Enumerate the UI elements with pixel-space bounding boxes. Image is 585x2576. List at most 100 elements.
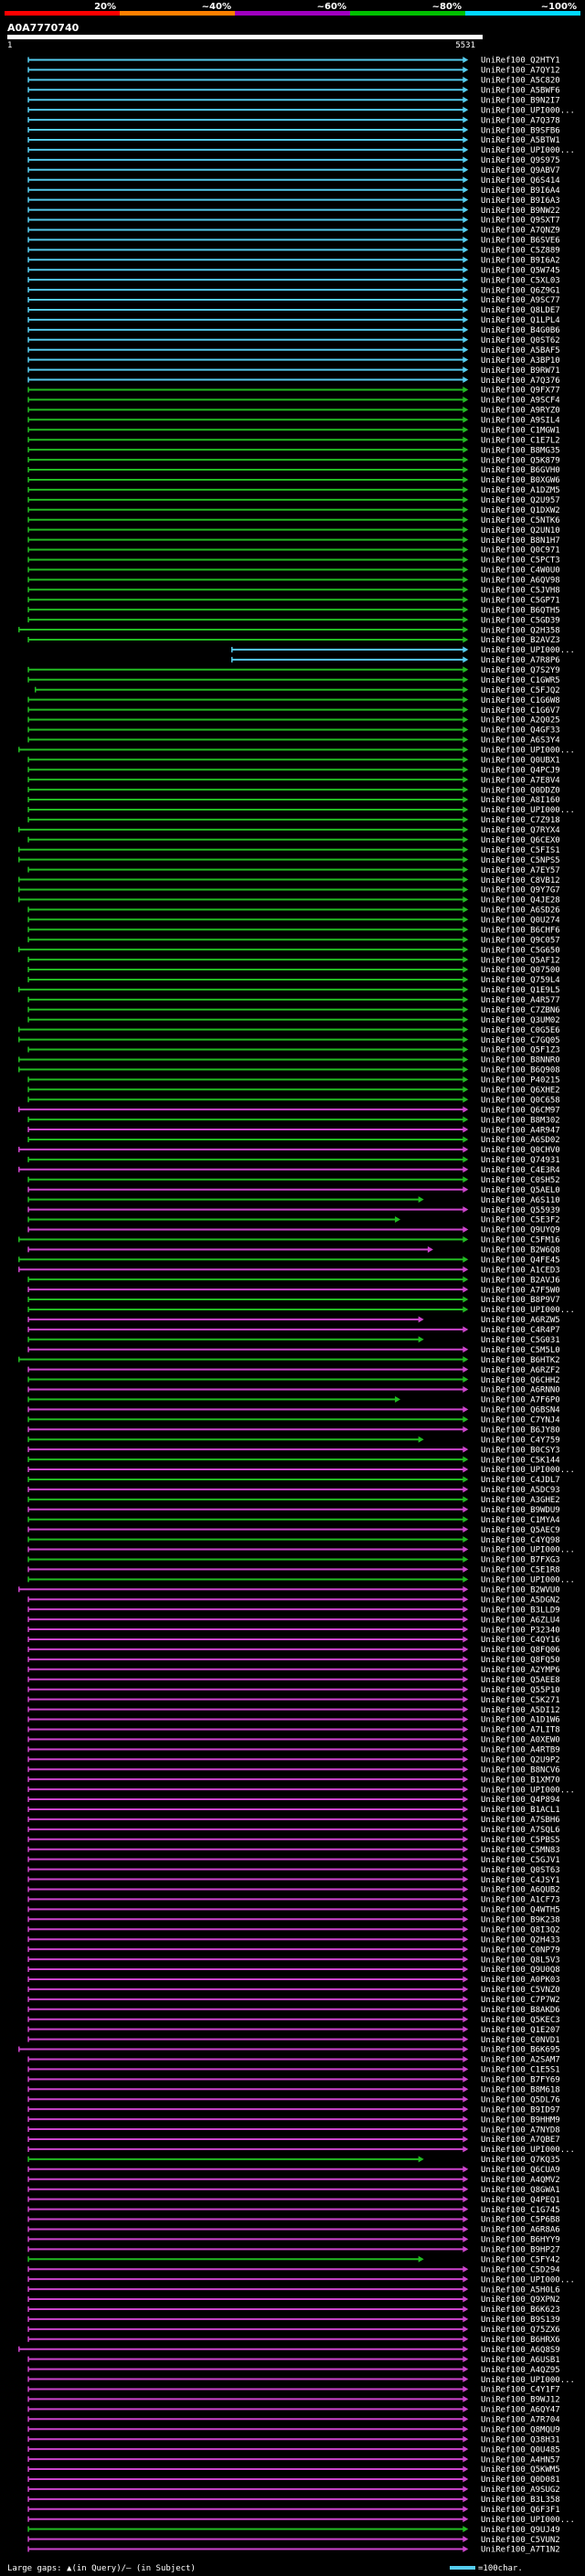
hit-label[interactable]: UniRef100_B0XGW6 [481,476,560,485]
hit-row[interactable]: UniRef100_C1MYA4 [27,1516,560,1525]
hit-row[interactable]: UniRef100_A6QY47 [27,2406,560,2415]
hit-row[interactable]: UniRef100_B7FXG3 [27,1556,560,1565]
hit-label[interactable]: UniRef100_B9I6A2 [481,256,560,265]
hit-row[interactable]: UniRef100_Q0D081 [27,2475,560,2485]
hit-row[interactable]: UniRef100_A5DGN2 [27,1595,560,1605]
hit-label[interactable]: UniRef100_Q9S975 [481,156,560,165]
hit-label[interactable]: UniRef100_A6RZF2 [481,1366,560,1375]
hit-row[interactable]: UniRef100_C7Z918 [27,816,560,825]
hit-row[interactable]: UniRef100_Q1DXW2 [27,506,560,515]
hit-row[interactable]: UniRef100_B6QTH5 [27,606,560,615]
hit-label[interactable]: UniRef100_A7QNZ9 [481,227,560,236]
hit-row[interactable]: UniRef100_C5K144 [27,1456,560,1465]
hit-label[interactable]: UniRef100_B3L358 [481,2496,560,2505]
hit-label[interactable]: UniRef100_UPI000... [481,646,575,655]
hit-row[interactable]: UniRef100_C5FY42 [27,2255,560,2264]
hit-label[interactable]: UniRef100_UPI000... [481,2146,575,2155]
hit-row[interactable]: UniRef100_A7NYD8 [27,2125,560,2135]
hit-label[interactable]: UniRef100_Q1E207 [481,2026,560,2035]
hit-label[interactable]: UniRef100_Q4WTH5 [481,1906,560,1915]
hit-row[interactable]: UniRef100_A6SD02 [27,1136,560,1145]
hit-label[interactable]: UniRef100_C5PCT3 [481,557,560,566]
hit-row[interactable]: UniRef100_Q4FE45 [18,1256,560,1265]
hit-label[interactable]: UniRef100_Q5F1Z3 [481,1046,560,1055]
hit-label[interactable]: UniRef100_Q4FE45 [481,1256,560,1265]
hit-label[interactable]: UniRef100_C5PBS5 [481,1836,560,1845]
hit-label[interactable]: UniRef100_B9RW71 [481,366,560,376]
hit-label[interactable]: UniRef100_Q9ABV7 [481,166,560,175]
hit-label[interactable]: UniRef100_A4R577 [481,996,560,1005]
hit-row[interactable]: UniRef100_B6CHF6 [27,926,560,935]
hit-row[interactable]: UniRef100_C1MGW1 [27,426,560,435]
hit-label[interactable]: UniRef100_C5FY42 [481,2255,560,2264]
hit-label[interactable]: UniRef100_Q6CUA9 [481,2166,560,2175]
hit-label[interactable]: UniRef100_B8NNR0 [481,1056,560,1065]
hit-row[interactable]: UniRef100_B9SFB6 [27,126,560,135]
hit-label[interactable]: UniRef100_B8P9V7 [481,1296,560,1305]
hit-label[interactable]: UniRef100_A9RYZ0 [481,407,560,416]
hit-label[interactable]: UniRef100_Q8I3Q2 [481,1925,560,1935]
hit-row[interactable]: UniRef100_Q2U957 [27,496,560,505]
hit-label[interactable]: UniRef100_A5C820 [481,77,560,86]
hit-label[interactable]: UniRef100_B9ID97 [481,2105,560,2115]
hit-row[interactable]: UniRef100_B9HP27 [27,2246,560,2255]
hit-row[interactable]: UniRef100_C5GJV1 [27,1856,560,1865]
hit-label[interactable]: UniRef100_C1G6V7 [481,706,560,716]
hit-row[interactable]: UniRef100_UPI000... [27,2376,575,2385]
hit-row[interactable]: UniRef100_C5D294 [27,2265,560,2274]
hit-label[interactable]: UniRef100_C5FIS1 [481,846,560,855]
hit-row[interactable]: UniRef100_Q6Z9G1 [27,286,560,295]
hit-label[interactable]: UniRef100_B9I6A4 [481,186,560,196]
hit-row[interactable]: UniRef100_C5M5L0 [27,1346,560,1355]
hit-label[interactable]: UniRef100_Q5AEE8 [481,1676,560,1685]
hit-row[interactable]: UniRef100_B6HTK2 [18,1356,560,1365]
hit-label[interactable]: UniRef100_Q9FX77 [481,387,560,396]
hit-label[interactable]: UniRef100_Q74931 [481,1156,560,1165]
hit-row[interactable]: UniRef100_Q6S414 [27,176,560,186]
hit-row[interactable]: UniRef100_A6S110 [27,1196,560,1205]
hit-row[interactable]: UniRef100_A2Q025 [27,716,560,726]
hit-label[interactable]: UniRef100_Q5AF12 [481,956,560,965]
hit-label[interactable]: UniRef100_A4QZ95 [481,2366,560,2375]
hit-label[interactable]: UniRef100_A4HN57 [481,2455,560,2465]
hit-label[interactable]: UniRef100_C5GJV1 [481,1856,560,1865]
hit-row[interactable]: UniRef100_B8NCV6 [27,1765,560,1775]
hit-label[interactable]: UniRef100_A2SAM7 [481,2056,560,2065]
hit-row[interactable]: UniRef100_A5DC93 [27,1486,560,1495]
hit-label[interactable]: UniRef100_A6QY47 [481,2406,560,2415]
hit-label[interactable]: UniRef100_Q9XPN2 [481,2295,560,2305]
hit-row[interactable]: UniRef100_B9I6A4 [27,186,560,196]
hit-row[interactable]: UniRef100_UPI000... [18,747,575,756]
hit-row[interactable]: UniRef100_Q8L5V3 [27,1956,560,1965]
hit-row[interactable]: UniRef100_Q0C971 [27,546,560,556]
hit-row[interactable]: UniRef100_C5E1R8 [27,1566,560,1575]
hit-label[interactable]: UniRef100_UPI000... [481,146,575,155]
hit-row[interactable]: UniRef100_A3GHE2 [27,1496,560,1505]
hit-label[interactable]: UniRef100_C5GD39 [481,616,560,625]
hit-row[interactable]: UniRef100_B6Q908 [18,1066,560,1076]
hit-label[interactable]: UniRef100_B9N2I7 [481,96,560,105]
hit-label[interactable]: UniRef100_Q55939 [481,1206,560,1215]
hit-row[interactable]: UniRef100_C0SH52 [27,1176,560,1185]
hit-row[interactable]: UniRef100_Q9ABV7 [27,166,560,175]
hit-label[interactable]: UniRef100_Q4PEQ1 [481,2196,560,2205]
hit-row[interactable]: UniRef100_A7R704 [27,2416,560,2425]
hit-label[interactable]: UniRef100_B6Q908 [481,1066,560,1076]
hit-row[interactable]: UniRef100_A0PK03 [27,1976,560,1985]
hit-label[interactable]: UniRef100_B9S139 [481,2316,560,2325]
hit-row[interactable]: UniRef100_Q1E207 [27,2026,560,2035]
hit-row[interactable]: UniRef100_Q7KQ35 [27,2156,560,2165]
hit-label[interactable]: UniRef100_B9WDU9 [481,1506,560,1515]
hit-row[interactable]: UniRef100_A5H0L6 [27,2285,560,2295]
hit-label[interactable]: UniRef100_Q5KWM5 [481,2465,560,2475]
hit-row[interactable]: UniRef100_B9WDU9 [27,1506,560,1515]
hit-label[interactable]: UniRef100_UPI000... [481,2275,575,2284]
hit-row[interactable]: UniRef100_C7P7W2 [27,1996,560,2005]
hit-row[interactable]: UniRef100_B9I6A2 [27,256,560,265]
hit-label[interactable]: UniRef100_UPI000... [481,2376,575,2385]
hit-row[interactable]: UniRef100_Q9U0Q8 [27,1966,560,1975]
hit-label[interactable]: UniRef100_C8VB12 [481,876,560,885]
hit-row[interactable]: UniRef100_A5BAF5 [27,346,560,355]
hit-label[interactable]: UniRef100_A7T1N2 [481,2546,560,2555]
hit-row[interactable]: UniRef100_UPI000... [231,646,575,655]
